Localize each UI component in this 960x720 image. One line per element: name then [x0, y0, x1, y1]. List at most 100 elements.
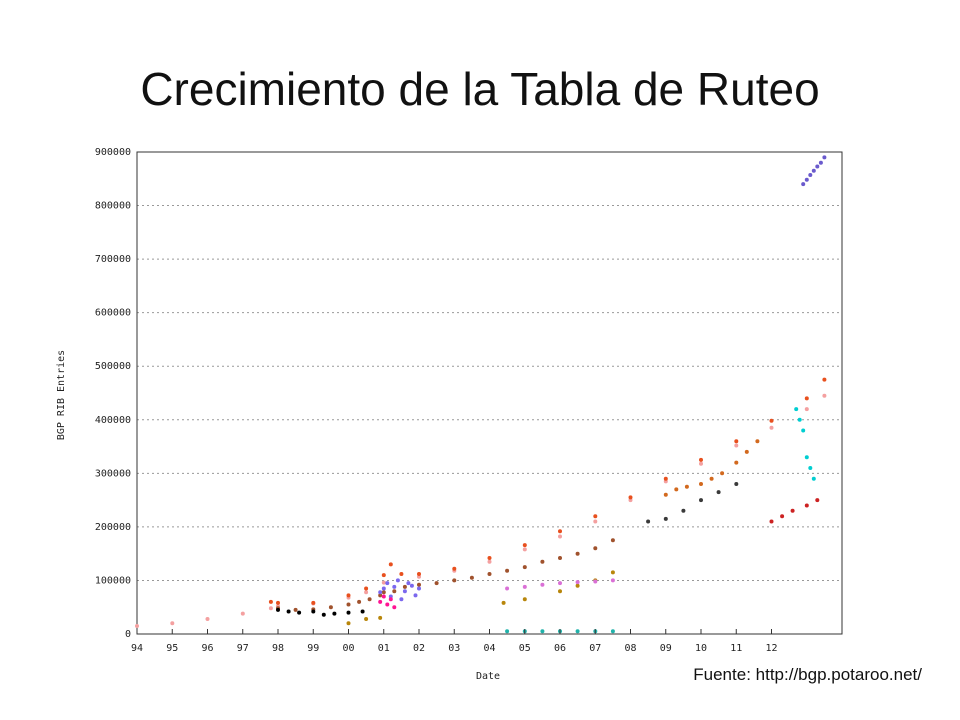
x-tick-label: 10 [695, 643, 707, 654]
data-point [501, 600, 506, 605]
data-point [769, 519, 774, 524]
data-point [804, 407, 809, 412]
data-point [399, 572, 404, 576]
x-tick-label: 01 [378, 643, 390, 654]
data-point [392, 589, 397, 594]
data-point [381, 590, 386, 595]
x-tick-label: 03 [448, 643, 460, 654]
data-point [593, 514, 598, 519]
data-point [367, 597, 372, 602]
x-tick-label: 00 [342, 643, 354, 654]
data-point [293, 607, 298, 612]
data-point [469, 575, 474, 580]
data-point [699, 457, 703, 462]
data-point [240, 611, 245, 616]
data-point [487, 559, 492, 564]
source-citation: Fuente: http://bgp.potaroo.net/ [693, 665, 922, 684]
data-point [311, 600, 316, 605]
data-point [734, 439, 739, 444]
data-point [522, 547, 527, 552]
data-point [575, 583, 580, 588]
data-point [487, 556, 492, 560]
data-point [769, 425, 774, 430]
data-point [575, 629, 580, 634]
data-point [522, 543, 527, 548]
data-point [505, 568, 510, 573]
data-point [744, 449, 749, 454]
data-point [364, 586, 369, 591]
data-point [321, 612, 326, 617]
series-8 [505, 578, 615, 591]
data-point [346, 621, 351, 626]
y-tick-label: 0 [125, 629, 131, 640]
data-point [311, 609, 316, 614]
data-point [804, 503, 809, 508]
data-point [452, 566, 457, 571]
data-point [674, 487, 679, 492]
series-4 [346, 570, 615, 626]
x-tick-label: 04 [483, 643, 495, 654]
series-11 [801, 155, 827, 187]
x-tick-label: 95 [166, 643, 178, 654]
data-point [610, 538, 615, 543]
data-points [135, 155, 827, 634]
data-point [452, 578, 457, 583]
data-point [505, 629, 510, 634]
data-point [822, 377, 827, 382]
series-6 [276, 607, 365, 617]
x-tick-label: 07 [589, 643, 601, 654]
series-10 [769, 498, 820, 524]
series-2 [268, 377, 827, 605]
data-point [388, 562, 393, 567]
x-tick-label: 02 [413, 643, 425, 654]
data-point [346, 602, 351, 607]
x-tick-label: 09 [660, 643, 672, 654]
data-point [709, 476, 714, 481]
data-point [540, 559, 545, 564]
data-point [381, 580, 386, 585]
data-point [808, 466, 813, 470]
data-point [417, 572, 421, 576]
data-point [505, 586, 510, 591]
data-point [815, 164, 820, 169]
y-axis-ticks: 0 100000 200000 300000 400000 500000 600000 700… [95, 147, 131, 640]
data-point [663, 516, 668, 521]
series-1 [135, 393, 827, 628]
data-point [381, 594, 386, 599]
series-7 [505, 629, 615, 634]
data-point [794, 407, 799, 412]
data-point [716, 490, 721, 495]
series-14 [378, 594, 397, 610]
data-point [755, 439, 760, 444]
data-point [734, 460, 739, 465]
data-point [360, 609, 365, 614]
data-point [135, 624, 139, 628]
data-point [268, 606, 273, 611]
data-point [797, 417, 802, 422]
data-point [684, 484, 689, 489]
data-point [720, 471, 725, 476]
data-point [402, 584, 407, 589]
data-point [681, 508, 686, 513]
data-point [392, 605, 397, 610]
data-point [522, 597, 527, 602]
data-point [381, 586, 386, 591]
data-point [558, 534, 562, 539]
data-point [170, 621, 175, 626]
data-point [364, 590, 369, 595]
data-point [593, 546, 598, 551]
x-tick-label: 06 [554, 643, 566, 654]
data-point [522, 565, 527, 570]
data-point [734, 443, 739, 448]
data-point [801, 182, 806, 187]
data-point [822, 393, 827, 398]
data-point [402, 589, 407, 594]
data-point [610, 629, 615, 634]
data-point [276, 600, 280, 605]
data-point [364, 617, 369, 621]
data-point [378, 590, 383, 595]
data-point [699, 482, 703, 486]
y-axis-label: BGP RIB Entries [56, 350, 67, 440]
x-tick-label: 94 [131, 643, 143, 654]
